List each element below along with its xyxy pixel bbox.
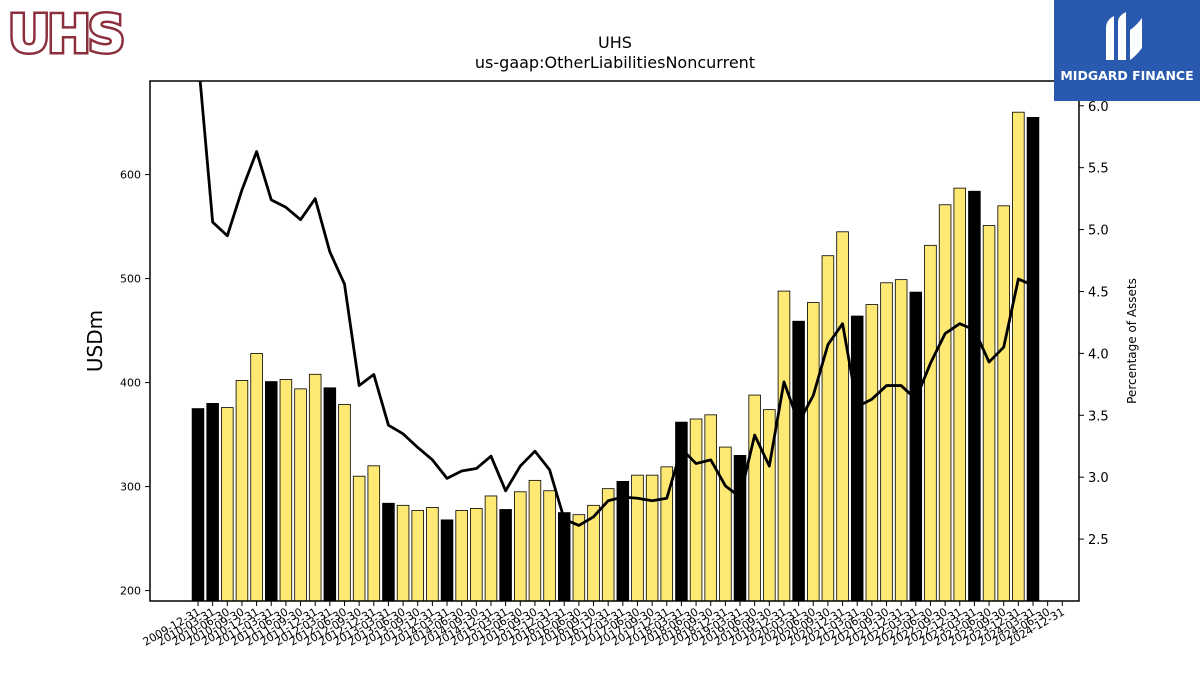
bar-2020-06-30 <box>807 302 820 602</box>
bar-2012-03-31 <box>323 387 337 602</box>
left-tick-label: 200 <box>120 585 141 598</box>
bar-2021-03-31 <box>850 315 864 602</box>
midgard-finance-logo: MIDGARD FINANCE <box>1054 0 1200 101</box>
percentage-line <box>198 81 1034 527</box>
x-axis: 2009-12-312010-03-312010-06-302010-09-30… <box>141 601 1067 649</box>
bar-2018-09-30 <box>704 414 717 602</box>
bar-2010-03-31 <box>206 402 219 602</box>
bar-2012-12-31 <box>367 465 381 602</box>
midgard-emblem-icon <box>1106 12 1142 60</box>
bar-2011-03-31 <box>264 381 278 602</box>
bar-2015-03-31 <box>499 509 512 602</box>
left-tick-label: 400 <box>120 377 141 390</box>
bars-group <box>191 111 1040 602</box>
chart-subtitle: us-gaap:OtherLiabilitiesNoncurrent <box>475 53 755 72</box>
bar-2010-09-30 <box>235 380 249 602</box>
bar-2019-12-31 <box>777 290 791 602</box>
bar-2016-06-30 <box>572 514 586 602</box>
uhs-logo: UHS <box>6 3 128 68</box>
bar-2020-12-31 <box>836 231 849 602</box>
bar-2017-06-30 <box>631 474 644 602</box>
right-tick-label: 3.0 <box>1088 471 1109 486</box>
left-tick-label: 500 <box>120 273 141 286</box>
bar-2021-06-30 <box>865 304 879 602</box>
bar-2022-09-30 <box>938 204 952 602</box>
left-tick-label: 300 <box>120 481 141 494</box>
chart-title: UHS <box>598 33 632 52</box>
bar-2011-09-30 <box>294 388 307 602</box>
bar-2014-09-30 <box>470 508 483 602</box>
right-tick-label: 4.5 <box>1088 285 1109 300</box>
bar-2009-12-31 <box>191 408 205 602</box>
left-tick-label: 600 <box>120 169 141 182</box>
bar-2013-03-31 <box>382 502 395 602</box>
right-tick-label: 5.5 <box>1088 162 1109 177</box>
bar-2011-06-30 <box>279 379 293 602</box>
bar-2010-06-30 <box>221 407 234 602</box>
left-axis: 200 300 400 500 600 <box>120 169 150 598</box>
bar-2013-09-30 <box>411 510 424 602</box>
bar-2023-12-31 <box>1012 111 1025 602</box>
bar-2023-06-30 <box>982 225 996 602</box>
bar-2018-06-30 <box>689 418 703 602</box>
bar-2021-09-30 <box>880 282 893 602</box>
bar-2020-09-30 <box>821 255 835 602</box>
right-tick-label: 4.0 <box>1088 347 1109 362</box>
plot-frame <box>149 80 1080 602</box>
bar-2022-03-31 <box>909 291 923 602</box>
bar-2017-09-30 <box>645 474 659 602</box>
bar-2022-06-30 <box>924 244 937 602</box>
bar-2014-12-31 <box>484 495 498 602</box>
bar-2015-06-30 <box>514 491 527 602</box>
uhs-logo-text: UHS <box>8 6 122 58</box>
bar-2010-12-31 <box>250 353 263 602</box>
y-axis-label-right: Percentage of Assets <box>1125 278 1139 404</box>
bar-2022-12-31 <box>953 187 967 602</box>
right-axis: 2.5 3.0 3.5 4.0 4.5 5.0 5.5 6.0 <box>1079 100 1109 548</box>
midgard-brand-text: MIDGARD FINANCE <box>1060 68 1194 83</box>
right-tick-label: 6.0 <box>1088 100 1109 115</box>
bar-2020-03-31 <box>792 320 805 602</box>
right-tick-label: 5.0 <box>1088 224 1109 239</box>
bar-2014-03-31 <box>440 519 454 602</box>
bar-2019-06-30 <box>748 394 761 602</box>
bar-2012-09-30 <box>352 475 366 602</box>
bar-2013-06-30 <box>396 504 410 602</box>
bar-2013-12-31 <box>426 506 439 602</box>
right-tick-label: 2.5 <box>1088 533 1109 548</box>
bar-2015-09-30 <box>528 479 542 602</box>
bar-2023-03-31 <box>968 190 981 602</box>
bar-2012-06-30 <box>338 404 351 602</box>
bar-2016-03-31 <box>557 512 571 602</box>
right-tick-label: 3.5 <box>1088 409 1109 424</box>
bar-2018-12-31 <box>719 446 732 602</box>
bar-2021-12-31 <box>894 279 908 602</box>
bar-2014-06-30 <box>455 510 468 602</box>
bar-2024-03-31 <box>1026 117 1040 602</box>
y-axis-label-left: USDm <box>83 310 107 372</box>
bar-2015-12-31 <box>543 490 556 602</box>
bar-2023-09-30 <box>997 205 1010 602</box>
bar-2011-12-31 <box>308 373 322 602</box>
